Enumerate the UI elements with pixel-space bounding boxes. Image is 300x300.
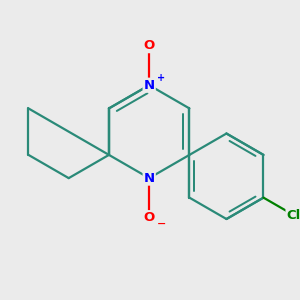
Text: N: N [144,172,155,184]
Text: O: O [144,211,155,224]
Text: O: O [144,39,155,52]
Text: N: N [144,79,155,92]
Text: Cl: Cl [286,208,300,222]
Text: −: − [157,219,166,229]
Text: +: + [158,73,166,83]
